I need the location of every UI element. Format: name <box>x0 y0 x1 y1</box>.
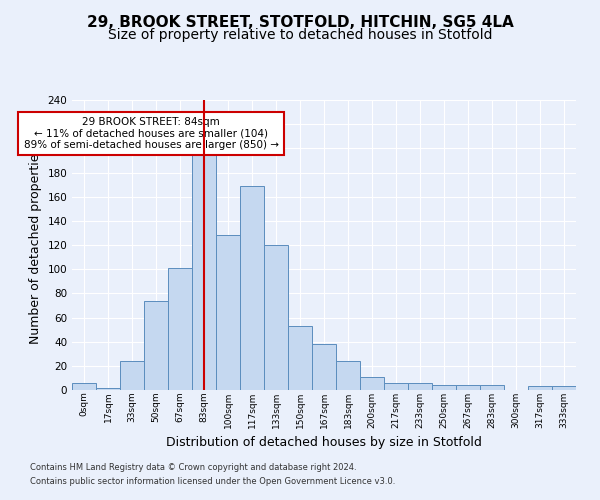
Bar <box>336 361 360 390</box>
Bar <box>384 383 408 390</box>
Bar <box>240 186 264 390</box>
Bar <box>264 245 288 390</box>
Bar <box>168 268 192 390</box>
Bar <box>408 383 432 390</box>
Text: Contains public sector information licensed under the Open Government Licence v3: Contains public sector information licen… <box>30 477 395 486</box>
Bar <box>312 344 336 390</box>
Bar <box>216 236 240 390</box>
Text: 29, BROOK STREET, STOTFOLD, HITCHIN, SG5 4LA: 29, BROOK STREET, STOTFOLD, HITCHIN, SG5… <box>86 15 514 30</box>
Text: Contains HM Land Registry data © Crown copyright and database right 2024.: Contains HM Land Registry data © Crown c… <box>30 464 356 472</box>
Bar <box>144 300 168 390</box>
Text: Size of property relative to detached houses in Stotfold: Size of property relative to detached ho… <box>108 28 492 42</box>
Bar <box>456 385 480 390</box>
Bar <box>96 388 120 390</box>
Bar <box>72 383 96 390</box>
Bar <box>288 326 312 390</box>
Bar <box>480 385 504 390</box>
Bar <box>120 361 144 390</box>
Y-axis label: Number of detached properties: Number of detached properties <box>29 146 42 344</box>
Bar <box>432 385 456 390</box>
Bar <box>192 154 216 390</box>
X-axis label: Distribution of detached houses by size in Stotfold: Distribution of detached houses by size … <box>166 436 482 449</box>
Bar <box>360 376 384 390</box>
Bar <box>552 386 576 390</box>
Bar <box>528 386 552 390</box>
Text: 29 BROOK STREET: 84sqm
← 11% of detached houses are smaller (104)
89% of semi-de: 29 BROOK STREET: 84sqm ← 11% of detached… <box>23 117 278 150</box>
